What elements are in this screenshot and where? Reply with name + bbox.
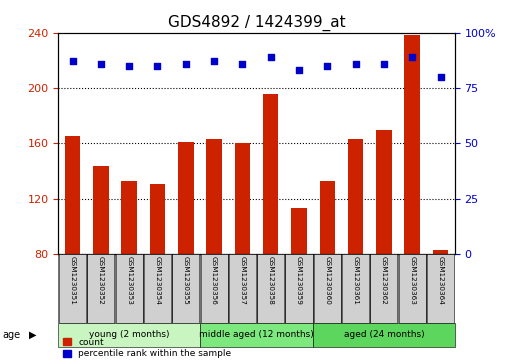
Point	[352, 61, 360, 66]
Point	[210, 58, 218, 64]
Bar	[427, 254, 454, 323]
Bar	[320, 181, 335, 254]
Bar	[65, 136, 80, 254]
Point	[182, 61, 190, 66]
Text: GSM1230351: GSM1230351	[70, 256, 76, 305]
Bar	[263, 94, 278, 254]
Bar	[200, 323, 313, 347]
Bar	[150, 184, 165, 254]
Text: GSM1230364: GSM1230364	[437, 256, 443, 305]
Text: GSM1230359: GSM1230359	[296, 256, 302, 305]
Bar	[93, 166, 109, 254]
Bar	[291, 208, 307, 254]
Bar	[404, 36, 420, 254]
Text: GSM1230362: GSM1230362	[381, 256, 387, 305]
Text: GSM1230354: GSM1230354	[154, 256, 161, 305]
Bar	[348, 139, 363, 254]
Text: GSM1230363: GSM1230363	[409, 256, 415, 305]
Bar	[172, 254, 199, 323]
Text: ▶: ▶	[29, 330, 37, 340]
Point	[97, 61, 105, 66]
Text: GSM1230357: GSM1230357	[239, 256, 245, 305]
Text: age: age	[3, 330, 21, 340]
Bar	[342, 254, 369, 323]
Point	[380, 61, 388, 66]
Bar	[58, 323, 200, 347]
Bar	[144, 254, 171, 323]
Point	[436, 74, 444, 80]
Bar	[399, 254, 426, 323]
Text: young (2 months): young (2 months)	[89, 330, 170, 339]
Bar	[206, 139, 222, 254]
Text: GSM1230360: GSM1230360	[324, 256, 330, 305]
Point	[125, 63, 133, 69]
Point	[69, 58, 77, 64]
Bar	[370, 254, 397, 323]
Text: middle aged (12 months): middle aged (12 months)	[199, 330, 314, 339]
Bar	[116, 254, 143, 323]
Point	[295, 68, 303, 73]
Text: aged (24 months): aged (24 months)	[343, 330, 424, 339]
Point	[323, 63, 331, 69]
Text: GSM1230358: GSM1230358	[268, 256, 274, 305]
Text: GSM1230352: GSM1230352	[98, 256, 104, 305]
Bar	[433, 250, 448, 254]
Bar	[178, 142, 194, 254]
Text: GSM1230356: GSM1230356	[211, 256, 217, 305]
Bar	[201, 254, 228, 323]
Point	[267, 54, 275, 60]
Text: GSM1230353: GSM1230353	[126, 256, 132, 305]
Bar	[285, 254, 312, 323]
Bar	[121, 181, 137, 254]
Text: GSM1230355: GSM1230355	[183, 256, 189, 305]
Bar	[229, 254, 256, 323]
Point	[153, 63, 162, 69]
Bar	[235, 143, 250, 254]
Bar	[257, 254, 284, 323]
Bar	[87, 254, 114, 323]
Bar	[376, 130, 392, 254]
Bar	[313, 323, 455, 347]
Legend: count, percentile rank within the sample: count, percentile rank within the sample	[63, 338, 232, 359]
Text: GSM1230361: GSM1230361	[353, 256, 359, 305]
Point	[408, 54, 416, 60]
Bar	[59, 254, 86, 323]
Bar	[314, 254, 341, 323]
Point	[238, 61, 246, 66]
Title: GDS4892 / 1424399_at: GDS4892 / 1424399_at	[168, 15, 345, 31]
